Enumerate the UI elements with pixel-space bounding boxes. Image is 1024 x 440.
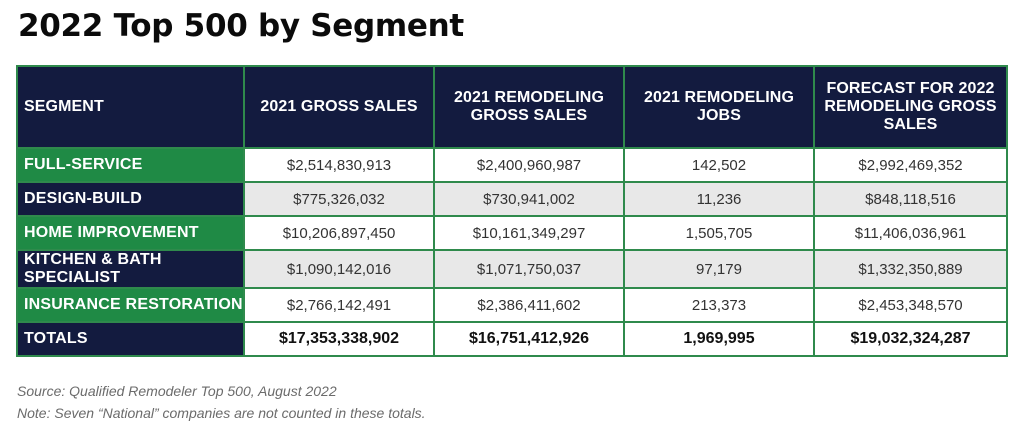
segment-label: Kitchen & Bath Specialist: [16, 249, 245, 289]
remodeling-gross-sales-cell: $1,071,750,037: [433, 249, 625, 289]
source-note: Source: Qualified Remodeler Top 500, Aug…: [17, 383, 337, 399]
total-gross-sales-cell: $17,353,338,902: [243, 321, 435, 357]
total-remodeling-jobs-cell: 1,969,995: [623, 321, 815, 357]
column-header-forecast: Forecast for 2022 Remodeling Gross Sales: [813, 65, 1008, 149]
forecast-cell: $1,332,350,889: [813, 249, 1008, 289]
exclusion-note: Note: Seven “National” companies are not…: [17, 405, 426, 421]
gross-sales-cell: $1,090,142,016: [243, 249, 435, 289]
segment-table: Segment 2021 Gross Sales 2021 Remodeling…: [16, 65, 1008, 357]
gross-sales-cell: $10,206,897,450: [243, 215, 435, 251]
page-title: 2022 Top 500 by Segment: [18, 8, 464, 44]
remodeling-gross-sales-cell: $2,400,960,987: [433, 147, 625, 183]
totals-label: Totals: [16, 321, 245, 357]
segment-label: Design-Build: [16, 181, 245, 217]
gross-sales-cell: $775,326,032: [243, 181, 435, 217]
totals-row: Totals $17,353,338,902 $16,751,412,926 1…: [16, 321, 1008, 357]
column-header-gross-sales: 2021 Gross Sales: [243, 65, 435, 149]
segment-label: Insurance Restoration: [16, 287, 245, 323]
table-row: Insurance Restoration $2,766,142,491 $2,…: [16, 287, 1008, 323]
remodeling-gross-sales-cell: $730,941,002: [433, 181, 625, 217]
remodeling-jobs-cell: 213,373: [623, 287, 815, 323]
gross-sales-cell: $2,766,142,491: [243, 287, 435, 323]
segment-label: Home Improvement: [16, 215, 245, 251]
remodeling-gross-sales-cell: $2,386,411,602: [433, 287, 625, 323]
remodeling-jobs-cell: 97,179: [623, 249, 815, 289]
remodeling-jobs-cell: 1,505,705: [623, 215, 815, 251]
total-remodeling-gross-sales-cell: $16,751,412,926: [433, 321, 625, 357]
table-row: Kitchen & Bath Specialist $1,090,142,016…: [16, 249, 1008, 289]
gross-sales-cell: $2,514,830,913: [243, 147, 435, 183]
column-header-remodeling-jobs: 2021 Remodeling Jobs: [623, 65, 815, 149]
remodeling-jobs-cell: 142,502: [623, 147, 815, 183]
segment-label: Full-Service: [16, 147, 245, 183]
table-row: Home Improvement $10,206,897,450 $10,161…: [16, 215, 1008, 251]
table-row: Full-Service $2,514,830,913 $2,400,960,9…: [16, 147, 1008, 183]
forecast-cell: $11,406,036,961: [813, 215, 1008, 251]
footnotes: Source: Qualified Remodeler Top 500, Aug…: [17, 380, 426, 424]
table-header-row: Segment 2021 Gross Sales 2021 Remodeling…: [16, 65, 1008, 149]
total-forecast-cell: $19,032,324,287: [813, 321, 1008, 357]
remodeling-gross-sales-cell: $10,161,349,297: [433, 215, 625, 251]
column-header-segment: Segment: [16, 65, 245, 149]
forecast-cell: $2,453,348,570: [813, 287, 1008, 323]
table-row: Design-Build $775,326,032 $730,941,002 1…: [16, 181, 1008, 217]
remodeling-jobs-cell: 11,236: [623, 181, 815, 217]
forecast-cell: $848,118,516: [813, 181, 1008, 217]
column-header-remodeling-gross-sales: 2021 Remodeling Gross Sales: [433, 65, 625, 149]
forecast-cell: $2,992,469,352: [813, 147, 1008, 183]
